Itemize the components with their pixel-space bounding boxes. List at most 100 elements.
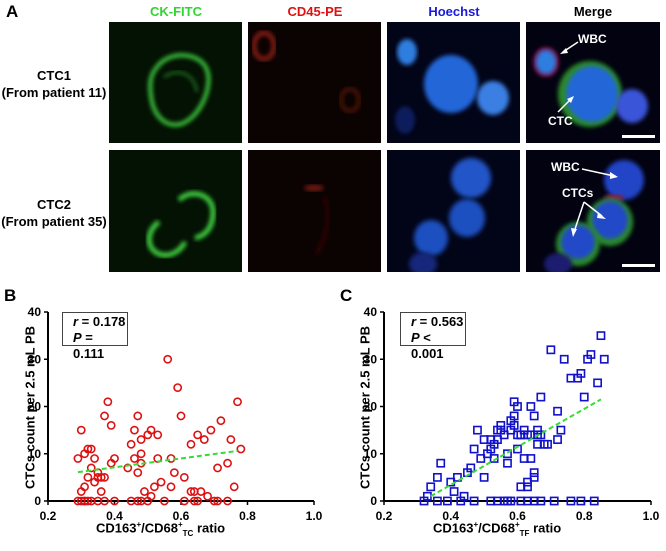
data-point [506, 496, 516, 506]
data-point [576, 369, 586, 378]
x-label-part: CD163 [96, 520, 137, 536]
micrograph-ctc2-cd45-pe [248, 150, 381, 272]
stat-p-b: P = 0.111 [73, 330, 105, 361]
micrograph-ctc2-hoechst [387, 150, 520, 272]
stat-p-c: P < 0.001 [411, 330, 444, 361]
data-point [473, 425, 482, 435]
stat-r-b: r = 0.178 [73, 314, 126, 329]
data-point [209, 496, 219, 506]
data-point [443, 496, 452, 506]
data-point [543, 439, 552, 449]
row-label-ctc1-patient: (From patient 11) [1, 85, 107, 100]
data-point [546, 345, 556, 355]
data-point [449, 487, 459, 496]
data-point [436, 458, 446, 468]
y-tick-label: 40 [28, 305, 42, 319]
row-label-ctc2-name: CTC2 [37, 197, 71, 212]
y-tick-label: 10 [364, 447, 378, 461]
trend-line [77, 449, 238, 474]
stats-box-b: r = 0.178 P = 0.111 [62, 312, 128, 361]
data-point [476, 454, 486, 463]
data-point [526, 454, 536, 463]
data-point [103, 397, 113, 407]
data-point [186, 487, 196, 496]
data-point [526, 402, 536, 411]
data-point [536, 392, 546, 402]
micrograph-ctc1-hoechst [387, 22, 520, 143]
data-point [236, 444, 246, 454]
row-label-ctc1: CTC1 (From patient 11) [0, 67, 108, 101]
row-label-ctc2-patient: (From patient 35) [1, 214, 107, 229]
data-point [479, 472, 489, 482]
x-label-part: CD163 [433, 520, 474, 536]
data-point [523, 482, 532, 492]
data-point [459, 491, 469, 501]
data-point [146, 425, 156, 435]
data-point [90, 454, 99, 463]
y-tick-label: 10 [28, 447, 42, 461]
annotation-ctc: CTC [548, 114, 573, 128]
data-point [579, 392, 589, 402]
y-tick-label: 20 [28, 400, 42, 414]
data-point [123, 463, 133, 473]
data-point [453, 472, 462, 482]
data-point [553, 406, 562, 416]
data-point [499, 430, 509, 440]
row-label-ctc1-name: CTC1 [37, 68, 71, 83]
data-point [536, 496, 546, 506]
data-point [83, 472, 93, 482]
trend-line [430, 398, 602, 498]
data-point [136, 449, 146, 459]
data-point [509, 421, 519, 430]
data-point [163, 354, 173, 364]
data-point [226, 435, 236, 444]
data-point [576, 496, 586, 506]
data-point [80, 482, 89, 492]
data-point [229, 482, 239, 492]
data-point [206, 425, 216, 435]
data-point [149, 482, 159, 492]
x-tick-label: 0.2 [40, 509, 57, 523]
channel-title-hoechst: Hoechst [428, 4, 480, 19]
data-point [493, 435, 502, 444]
scatter-chart-c: 0 10 20 30 40 0.2 0.4 0.6 0.8 1.0 [333, 286, 666, 546]
x-tick-label: 0.6 [509, 509, 526, 523]
data-point [156, 477, 166, 487]
x-tick-label: 0.8 [239, 509, 256, 523]
data-point [100, 411, 109, 421]
data-point [100, 496, 109, 506]
data-point [549, 496, 559, 506]
data-point [523, 477, 532, 487]
y-tick-label: 0 [370, 494, 377, 508]
x-label-part: ratio [193, 520, 226, 536]
data-point [153, 430, 163, 440]
scale-bar [622, 264, 655, 267]
x-axis-label-c: CD163+/CD68+TF ratio [433, 520, 633, 538]
row-label-ctc2: CTC2 (From patient 35) [0, 196, 108, 230]
channel-title-cd45-pe: CD45-PE [287, 4, 343, 19]
data-point [199, 435, 209, 444]
micrograph-ctc1-ck-fitc [109, 22, 242, 143]
data-point [96, 487, 106, 496]
scatter-plot-b: 0 10 20 30 40 0.2 0.4 0.6 0.8 1.0 [28, 305, 323, 523]
x-tick-label: 0.8 [576, 509, 593, 523]
data-point [86, 444, 96, 454]
data-point [469, 496, 479, 506]
data-point [136, 435, 146, 444]
x-label-sub: TC [182, 528, 194, 538]
data-point [186, 439, 196, 449]
data-point [503, 458, 512, 468]
panel-c-letter: C [340, 286, 353, 305]
data-point [469, 444, 479, 454]
data-point [159, 496, 169, 506]
y-tick-label: 40 [364, 305, 378, 319]
data-point [130, 425, 139, 435]
data-point [110, 496, 119, 506]
micrograph-ctc1-cd45-pe [248, 22, 381, 143]
data-point [223, 458, 232, 468]
data-point [173, 383, 183, 392]
channel-title-merge: Merge [573, 4, 613, 19]
data-point [133, 411, 143, 421]
data-point [233, 397, 242, 407]
data-point [83, 444, 93, 454]
